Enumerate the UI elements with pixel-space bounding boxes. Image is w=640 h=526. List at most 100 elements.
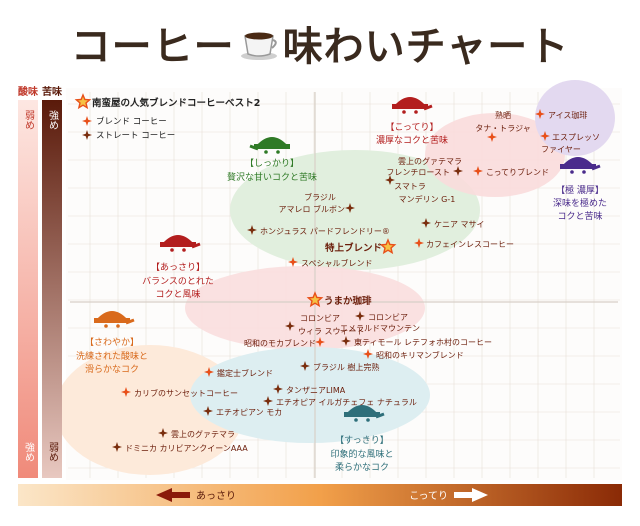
category-shikkari-desc: 贅沢な甘いコクと苦味 [227,171,317,183]
straight-star-icon [112,442,122,452]
coffee-label: タンザニアLIMA [286,386,346,395]
coffee-label: 熟晒 [495,110,511,120]
straight-star-icon [273,384,283,394]
legend-straight: ストレート コーヒー [96,131,175,141]
coffee-label: ブラジル [304,192,336,202]
coffee-label: ケニア マサイ [434,220,485,229]
coffee-label: エメラルドマウンテン [340,324,420,333]
straight-star-icon [263,396,273,406]
coffee-label: アイス珈琲 [548,110,587,120]
coffee-label: 東ティモール レテフォホ村のコーヒー [354,337,492,347]
mascot-assari-icon [160,235,201,252]
coffee-label: エスプレッソ [552,133,600,142]
coffee-label: 昭和のモカブレンド [244,338,316,348]
bitterness-label: 苦味 [42,85,62,98]
blend-star-icon [540,131,550,141]
halo-sawayaka [55,345,245,475]
coffee-label: エチオピア イルガチェフェ ナチュラル [276,397,417,407]
category-sawayaka-label: 【さわやか】 [85,337,139,348]
category-assari-label: 【あっさり】 [151,262,205,273]
halo-assari [185,266,425,350]
mascot-sawayaka-icon [94,311,135,328]
coffee-label: カフェインレスコーヒー [426,240,514,249]
coffee-label: カリブのサンセットコーヒー [134,388,238,398]
blend-star-icon [487,132,497,142]
category-sukkiri-desc2: 柔らかなコク [335,462,389,473]
acidity-weak: 弱め [23,110,35,130]
category-gokunou-desc2: コクと苦味 [557,210,602,222]
coffee-label: ホンジュラス パードフレンドリー® [260,227,390,236]
arrow-right-icon [454,488,488,502]
mascot-kotteri-icon [392,97,433,114]
straight-star-icon [345,203,355,213]
coffee-label: スマトラ [394,182,426,191]
legend-title: 南蛮屋の人気ブレンドコーヒーベスト2 [92,97,260,109]
title-left: コーヒー [70,24,235,70]
best2-star-icon [379,238,397,255]
category-sukkiri-label: 【すっきり】 [335,435,389,446]
blend-star-icon [363,349,373,359]
coffee-label: 鑑定士ブレンド [217,368,273,378]
halo-sukkiri [190,347,430,443]
straight-star-icon [285,321,295,331]
straight-star-icon [421,218,431,228]
coffee-label: ファイヤー [541,145,581,154]
bitterness-strong: 強め [47,109,59,130]
coffee-label: 雲上のグァテマラ [171,429,235,439]
straight-star-icon [341,336,351,346]
coffee-label: スペシャルブレンド [301,258,372,268]
coffee-label: コロンビア [368,313,408,322]
coffee-label: ブラジル 樹上完熟 [313,362,379,372]
x-right-label: こってり [409,490,448,502]
legend-straight-star-icon [82,130,92,140]
straight-star-icon [247,225,257,235]
acidity-label: 酸味 [18,85,38,98]
blend-star-icon [315,337,325,347]
coffee-label: コロンビア [300,314,340,323]
bitterness-scale: 苦味 強め 弱め [42,85,62,478]
blend-star-icon [121,387,131,397]
coffee-label: 特上ブレンド [325,242,382,254]
category-labels: 【しっかり】 贅沢な甘いコクと苦味 【こってり】 濃厚なコクと苦味 【極 濃厚】… [76,97,607,473]
coffee-label: フレンチロースト [386,168,450,177]
category-shikkari-label: 【しっかり】 [245,158,299,169]
halo-kotteri [425,113,565,197]
star-icon [82,116,92,126]
star-icon [82,130,92,140]
straight-star-icon [203,406,213,416]
coffee-label: タナ・トラジャ [475,124,530,133]
category-gokunou-desc1: 深味を極めた [553,197,607,209]
halo-shikkari [230,150,480,270]
category-sukkiri-desc1: 印象的な風味と [330,448,393,460]
best2-star-icon [306,291,324,308]
straight-star-icon [300,361,310,371]
coffee-label: ウィラ スウィート [298,327,365,336]
straight-star-icon [158,428,168,438]
richness-scale: あっさり こってり [18,484,622,506]
coffee-label: アマレロ ブルボン [278,204,345,214]
blend-star-icon [414,238,424,248]
blend-star-icon [288,257,298,267]
category-sawayaka-desc2: 滑らかなコク [85,364,139,375]
star-icon [74,93,92,110]
mascot-sukkiri-icon [344,405,385,422]
bitterness-bar [42,100,62,478]
category-kotteri-desc: 濃厚なコクと苦味 [376,134,448,146]
category-kotteri-label: 【こってり】 [386,122,439,133]
straight-star-icon [453,166,463,176]
straight-star-icon [385,175,395,185]
mascot-gokunou-icon [560,157,601,174]
legend-blend: ブレンド コーヒー [96,116,167,127]
coffee-label: ドミニカ カリビアンクイーンAAA [125,444,248,453]
arrow-left-icon [156,488,190,502]
halo-gokunou [535,80,615,156]
blend-star-icon [473,166,483,176]
x-left-label: あっさり [196,490,236,502]
blend-star-icon [535,109,545,119]
title-right: 味わいチャート [282,24,570,70]
region-halos [55,80,615,475]
acidity-scale: 酸味 弱め 強め [18,85,38,478]
category-gokunou-label: 【極 濃厚】 [556,184,604,196]
